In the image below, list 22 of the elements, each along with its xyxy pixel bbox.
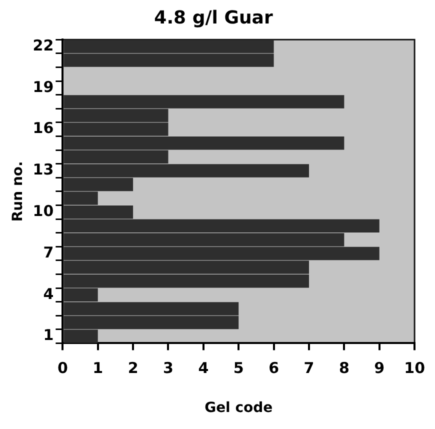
x-tick-label: 5 [233, 359, 244, 378]
x-axis-title: Gel code [204, 400, 273, 416]
y-tick-label: 10 [32, 202, 54, 220]
y-tick-label: 22 [32, 36, 54, 54]
x-tick-label: 2 [128, 359, 138, 378]
y-tick-label: 13 [32, 160, 54, 179]
x-tick-label: 1 [92, 359, 104, 378]
y-tick-label: 4 [43, 284, 54, 303]
x-tick-label: 3 [163, 359, 174, 378]
y-tick-label: 16 [32, 119, 54, 138]
x-tick-label: 9 [374, 359, 385, 378]
y-axis-title: Run no. [10, 161, 26, 222]
x-tick-label: 8 [338, 359, 350, 378]
y-tick-label: 1 [43, 326, 54, 344]
y-tick-label: 19 [32, 78, 54, 96]
x-tick-label: 7 [304, 359, 314, 378]
x-tick-label: 4 [198, 359, 209, 378]
chart-title: 4.8 g/l Guar [154, 7, 273, 28]
x-tick-label: 0 [57, 359, 68, 378]
y-tick-label: 7 [43, 243, 54, 262]
x-tick-label: 10 [404, 359, 425, 378]
x-tick-label: 6 [268, 359, 280, 378]
